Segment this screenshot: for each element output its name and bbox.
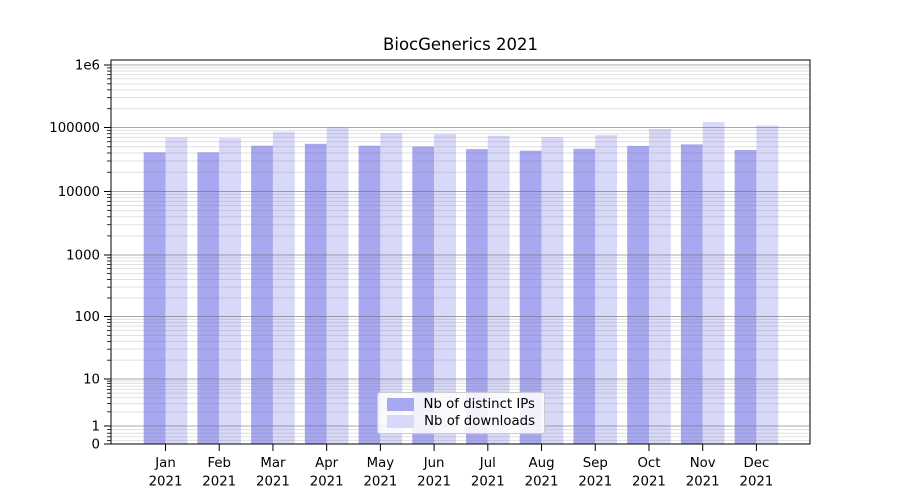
- bar-downloads-mar: [272, 131, 295, 445]
- x-tick-label-year: 2021: [471, 475, 505, 490]
- bar-downloads-apr: [326, 127, 349, 444]
- y-tick-label: 100000: [49, 121, 100, 136]
- bar-downloads-jun: [434, 134, 456, 444]
- bar-distinct-ips-feb: [197, 152, 220, 444]
- y-tick-label: 100: [75, 310, 100, 325]
- x-tick-label-year: 2021: [202, 475, 236, 490]
- bar-downloads-sep: [595, 135, 618, 444]
- bar-downloads-aug: [541, 137, 564, 444]
- legend-label-distinct-ips: Nb of distinct IPs: [423, 397, 535, 412]
- x-tick-label-year: 2021: [739, 475, 773, 490]
- y-tick-label: 1e6: [75, 59, 100, 74]
- bar-downloads-oct: [648, 128, 671, 444]
- bar-distinct-ips-jun: [412, 146, 435, 444]
- y-tick-label: 1: [92, 420, 100, 435]
- bar-downloads-jan: [165, 137, 188, 444]
- bar-downloads-jul: [487, 135, 510, 444]
- x-tick-label-year: 2021: [310, 475, 344, 490]
- legend-swatch-distinct-ips: [387, 398, 414, 411]
- x-tick-label-month: Jun: [423, 456, 445, 471]
- y-tick-label: 1000: [66, 249, 100, 264]
- y-tick-label: 0: [92, 438, 100, 453]
- chart-title: BiocGenerics 2021: [383, 35, 538, 54]
- x-tick-label-year: 2021: [417, 475, 451, 490]
- bar-downloads-may: [380, 133, 403, 444]
- bar-distinct-ips-oct: [627, 145, 649, 444]
- x-tick-label-month: Jan: [154, 456, 176, 471]
- x-tick-label-month: Jul: [479, 456, 496, 471]
- x-tick-label-month: Oct: [637, 456, 660, 471]
- x-tick-label-month: Apr: [315, 456, 339, 471]
- legend-label-downloads: Nb of downloads: [424, 414, 535, 429]
- x-tick-label-month: Mar: [260, 456, 286, 471]
- bar-distinct-ips-sep: [573, 148, 596, 444]
- x-tick-label-month: May: [367, 456, 395, 471]
- bar-downloads-feb: [219, 138, 242, 445]
- x-tick-label-year: 2021: [149, 475, 183, 490]
- plot-frame: [110, 59, 811, 445]
- legend-item-downloads: Nb of downloads: [387, 414, 535, 429]
- x-tick-label-year: 2021: [578, 475, 612, 490]
- x-tick-label-month: Feb: [207, 456, 231, 471]
- x-tick-label-month: Nov: [690, 456, 716, 471]
- x-tick-label-month: Dec: [744, 456, 770, 471]
- bar-distinct-ips-mar: [251, 145, 273, 444]
- y-tick-label: 10000: [58, 185, 100, 200]
- x-tick-label-year: 2021: [256, 475, 290, 490]
- x-tick-label-month: Aug: [529, 456, 555, 471]
- bar-distinct-ips-apr: [304, 143, 327, 445]
- bar-distinct-ips-aug: [519, 150, 542, 444]
- x-tick-label-month: Sep: [583, 456, 608, 471]
- bar-distinct-ips-dec: [734, 150, 757, 445]
- x-tick-label-year: 2021: [525, 475, 559, 490]
- x-tick-label-year: 2021: [363, 475, 397, 490]
- legend: Nb of distinct IPs Nb of downloads: [377, 392, 545, 434]
- bar-downloads-dec: [756, 125, 779, 445]
- bar-distinct-ips-may: [358, 145, 381, 444]
- bar-downloads-nov: [702, 122, 725, 444]
- legend-item-distinct-ips: Nb of distinct IPs: [387, 397, 535, 412]
- x-tick-label-year: 2021: [686, 475, 720, 490]
- bar-distinct-ips-nov: [680, 144, 703, 445]
- x-tick-label-year: 2021: [632, 475, 666, 490]
- legend-swatch-downloads: [387, 415, 415, 428]
- bar-distinct-ips-jan: [143, 152, 166, 444]
- y-tick-label: 10: [83, 373, 100, 388]
- bar-distinct-ips-jul: [466, 149, 488, 444]
